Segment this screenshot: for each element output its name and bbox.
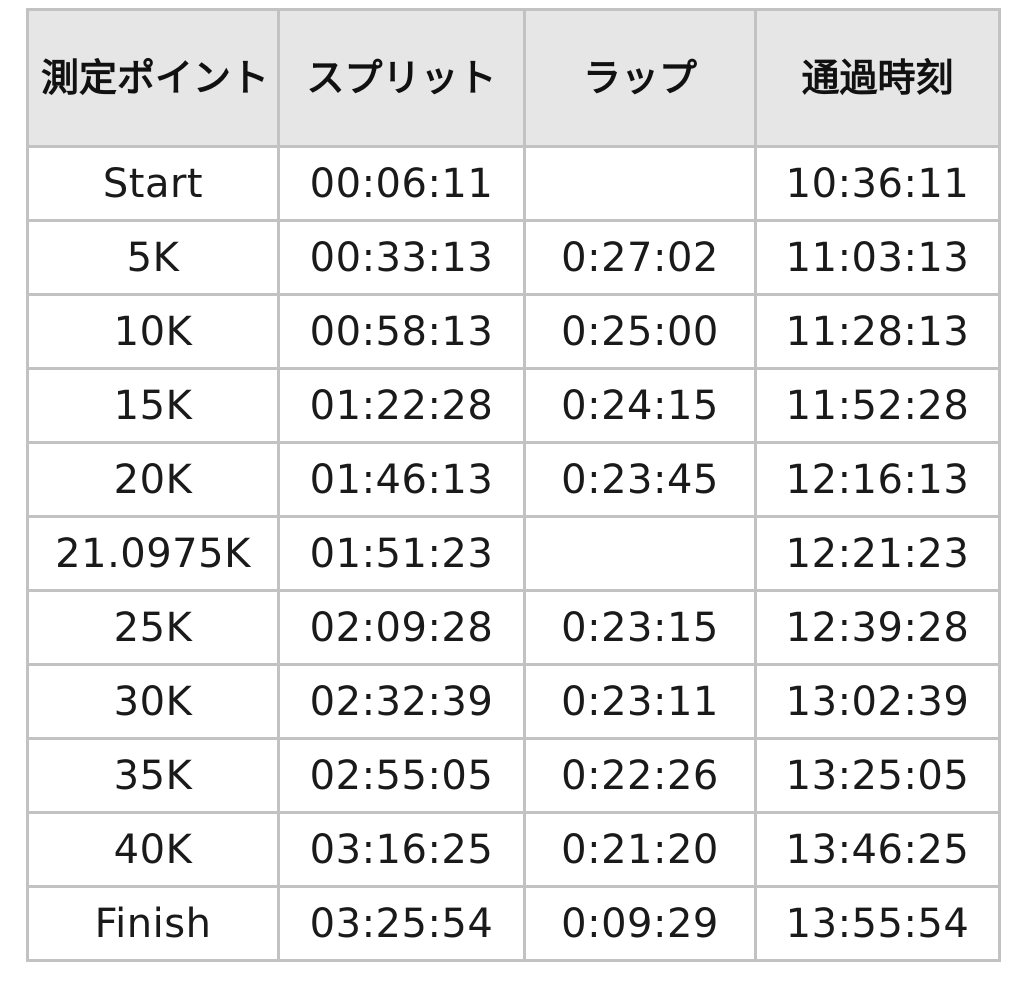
cell-pass-time: 13:25:05 xyxy=(754,737,1001,814)
table-row: 40K 03:16:25 0:21:20 13:46:25 xyxy=(26,811,1001,888)
cell-measure-point: 20K xyxy=(26,441,280,518)
table-row: 35K 02:55:05 0:22:26 13:25:05 xyxy=(26,737,1001,814)
cell-pass-time: 11:03:13 xyxy=(754,219,1001,296)
cell-pass-time: 13:55:54 xyxy=(754,885,1001,962)
cell-pass-time: 12:39:28 xyxy=(754,589,1001,666)
cell-measure-point: Finish xyxy=(26,885,280,962)
table-row: Start 00:06:11 10:36:11 xyxy=(26,145,1001,222)
table-row: 10K 00:58:13 0:25:00 11:28:13 xyxy=(26,293,1001,370)
cell-split: 00:33:13 xyxy=(277,219,526,296)
cell-lap: 0:21:20 xyxy=(523,811,757,888)
cell-pass-time: 13:02:39 xyxy=(754,663,1001,740)
cell-measure-point: 30K xyxy=(26,663,280,740)
cell-lap xyxy=(523,145,757,222)
table-body: Start 00:06:11 10:36:11 5K 00:33:13 0:27:02 11… xyxy=(26,145,1001,962)
cell-lap xyxy=(523,515,757,592)
cell-measure-point: 10K xyxy=(26,293,280,370)
cell-measure-point: 35K xyxy=(26,737,280,814)
cell-measure-point: 5K xyxy=(26,219,280,296)
cell-lap: 0:23:45 xyxy=(523,441,757,518)
cell-split: 02:09:28 xyxy=(277,589,526,666)
table-row: 5K 00:33:13 0:27:02 11:03:13 xyxy=(26,219,1001,296)
cell-measure-point: 15K xyxy=(26,367,280,444)
header-lap: ラップ xyxy=(523,8,757,148)
cell-lap: 0:23:11 xyxy=(523,663,757,740)
cell-measure-point: 25K xyxy=(26,589,280,666)
table-row: 20K 01:46:13 0:23:45 12:16:13 xyxy=(26,441,1001,518)
cell-lap: 0:22:26 xyxy=(523,737,757,814)
split-times-table: 測定ポイント スプリット ラップ 通過時刻 Start 00:06:11 10:36… xyxy=(26,8,1001,962)
cell-lap: 0:25:00 xyxy=(523,293,757,370)
cell-split: 01:51:23 xyxy=(277,515,526,592)
cell-lap: 0:24:15 xyxy=(523,367,757,444)
cell-split: 01:22:28 xyxy=(277,367,526,444)
table-row: 15K 01:22:28 0:24:15 11:52:28 xyxy=(26,367,1001,444)
cell-pass-time: 12:16:13 xyxy=(754,441,1001,518)
cell-lap: 0:23:15 xyxy=(523,589,757,666)
header-measure-point: 測定ポイント xyxy=(26,8,280,148)
header-split: スプリット xyxy=(277,8,526,148)
cell-measure-point: Start xyxy=(26,145,280,222)
cell-pass-time: 11:28:13 xyxy=(754,293,1001,370)
cell-split: 03:25:54 xyxy=(277,885,526,962)
table-row: Finish 03:25:54 0:09:29 13:55:54 xyxy=(26,885,1001,962)
header-row: 測定ポイント スプリット ラップ 通過時刻 xyxy=(26,8,1001,148)
cell-pass-time: 10:36:11 xyxy=(754,145,1001,222)
table-row: 21.0975K 01:51:23 12:21:23 xyxy=(26,515,1001,592)
cell-lap: 0:27:02 xyxy=(523,219,757,296)
cell-pass-time: 12:21:23 xyxy=(754,515,1001,592)
cell-split: 03:16:25 xyxy=(277,811,526,888)
table-row: 25K 02:09:28 0:23:15 12:39:28 xyxy=(26,589,1001,666)
cell-pass-time: 11:52:28 xyxy=(754,367,1001,444)
cell-split: 02:55:05 xyxy=(277,737,526,814)
cell-measure-point: 40K xyxy=(26,811,280,888)
cell-measure-point: 21.0975K xyxy=(26,515,280,592)
cell-split: 01:46:13 xyxy=(277,441,526,518)
cell-lap: 0:09:29 xyxy=(523,885,757,962)
header-pass-time: 通過時刻 xyxy=(754,8,1001,148)
table-header: 測定ポイント スプリット ラップ 通過時刻 xyxy=(26,8,1001,148)
cell-split: 00:06:11 xyxy=(277,145,526,222)
cell-split: 02:32:39 xyxy=(277,663,526,740)
table-row: 30K 02:32:39 0:23:11 13:02:39 xyxy=(26,663,1001,740)
cell-pass-time: 13:46:25 xyxy=(754,811,1001,888)
cell-split: 00:58:13 xyxy=(277,293,526,370)
